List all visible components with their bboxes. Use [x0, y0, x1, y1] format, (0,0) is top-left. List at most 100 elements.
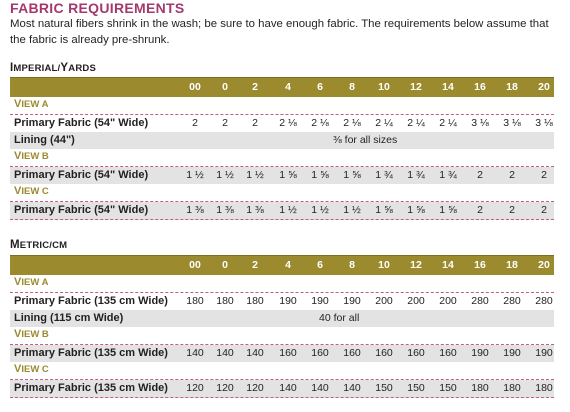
table-cell: 200	[439, 295, 457, 307]
size-header-cell: 10	[378, 81, 390, 93]
size-header-cell: 16	[474, 81, 486, 93]
table-cell: 180	[471, 382, 489, 394]
size-header-cell: 0	[222, 81, 228, 93]
size-header-cell: 6	[317, 81, 323, 93]
size-header-cell: 10	[378, 259, 390, 271]
row-label: Primary Fabric (135 cm Wide)	[14, 347, 168, 359]
imperial-view-a-row: VIEW A	[10, 97, 554, 115]
metric-b-primary-row: Primary Fabric (135 cm Wide) 140 140 140 16…	[10, 345, 554, 362]
table-cell: 2	[541, 169, 547, 181]
table-cell: 150	[407, 382, 425, 394]
size-header-cell: 8	[349, 81, 355, 93]
imperial-a-primary-row: Primary Fabric (54" Wide) 2 2 2 2 ⅛ 2 ⅛ 2 ⅛ 2 …	[10, 115, 554, 132]
row-label: Lining (115 cm Wide)	[14, 312, 124, 324]
size-header-cell: 18	[506, 81, 518, 93]
intro-text: Most natural fibers shrink in the wash; …	[10, 18, 549, 46]
size-header-cell: 20	[538, 259, 550, 271]
metric-heading-cap: M	[10, 239, 20, 251]
table-cell: 2	[222, 117, 228, 129]
size-header-cell: 6	[317, 259, 323, 271]
imperial-heading-rest2: ARDS	[68, 63, 96, 74]
table-cell: 120	[186, 382, 204, 394]
table-cell: 1 ⅜	[246, 204, 264, 216]
table-cell: 200	[375, 295, 393, 307]
table-cell: 1 ⅝	[279, 169, 297, 181]
table-cell: 1 ⅜	[216, 204, 234, 216]
table-cell: 160	[343, 347, 361, 359]
page-title: FABRIC REQUIREMENTS	[10, 0, 185, 16]
table-cell: 160	[279, 347, 297, 359]
imperial-a-lining-row: Lining (44") ⅜ for all sizes	[10, 132, 554, 149]
table-cell: 120	[216, 382, 234, 394]
metric-view-a-label: VIEW A	[14, 276, 49, 288]
table-cell: 150	[439, 382, 457, 394]
metric-heading: METRIC/CM	[10, 239, 67, 251]
table-cell: 2 ¼	[407, 117, 425, 129]
metric-view-c-label: VIEW C	[14, 363, 49, 375]
size-header-cell: 18	[506, 259, 518, 271]
table-cell: 2	[477, 169, 483, 181]
imperial-view-c-row: VIEW C	[10, 184, 554, 202]
table-cell: 180	[535, 382, 553, 394]
table-cell: 2 ⅛	[279, 117, 297, 129]
imperial-heading-cap2: Y	[60, 62, 69, 74]
imperial-heading: IMPERIAL/YARDS	[10, 62, 96, 74]
size-header-cell: 2	[252, 259, 258, 271]
table-cell: 2	[192, 117, 198, 129]
table-cell: 180	[246, 295, 264, 307]
row-label: Primary Fabric (54" Wide)	[14, 117, 149, 129]
table-cell: 1 ⅜	[186, 204, 204, 216]
metric-view-b-label: VIEW B	[14, 328, 49, 340]
imperial-heading-cap: I	[10, 62, 14, 74]
table-cell: 2	[477, 204, 483, 216]
table-cell: 280	[471, 295, 489, 307]
row-label: Primary Fabric (135 cm Wide)	[14, 382, 168, 394]
imperial-b-primary-row: Primary Fabric (54" Wide) 1 ½ 1 ½ 1 ½ 1 ⅝ 1 …	[10, 167, 554, 184]
metric-a-primary-row: Primary Fabric (135 cm Wide) 180 180 180 19…	[10, 293, 554, 310]
size-header-cell: 12	[410, 259, 422, 271]
table-cell: 140	[311, 382, 329, 394]
size-header-cell: 00	[189, 259, 201, 271]
table-cell: 1 ⅝	[375, 204, 393, 216]
imperial-view-b-row: VIEW B	[10, 149, 554, 167]
row-label: Lining (44")	[14, 134, 75, 146]
table-cell: 1 ⅝	[439, 204, 457, 216]
table-cell: 1 ½	[246, 169, 264, 181]
metric-c-primary-row: Primary Fabric (135 cm Wide) 120 120 120 14…	[10, 380, 554, 398]
table-cell: 190	[471, 347, 489, 359]
table-cell: 160	[439, 347, 457, 359]
table-cell: 1 ½	[343, 204, 361, 216]
table-cell: 2 ¼	[375, 117, 393, 129]
size-header-cell: 20	[538, 81, 550, 93]
table-cell: 1 ⅝	[311, 169, 329, 181]
size-header-cell: 14	[442, 259, 454, 271]
imperial-size-header: 00 0 2 4 6 8 10 12 14 16 18 20	[10, 77, 554, 97]
table-cell: 140	[186, 347, 204, 359]
row-label: Primary Fabric (54" Wide)	[14, 169, 149, 181]
row-label: Primary Fabric (54" Wide)	[14, 204, 149, 216]
table-cell: 1 ½	[216, 169, 234, 181]
table-cell: 2 ⅛	[343, 117, 361, 129]
table-cell: 180	[186, 295, 204, 307]
table-cell: 1 ½	[311, 204, 329, 216]
table-cell: 2	[509, 204, 515, 216]
table-cell: 190	[535, 347, 553, 359]
size-header-cell: 0	[222, 259, 228, 271]
size-header-cell: 12	[410, 81, 422, 93]
metric-heading-rest: ETRIC/CM	[19, 240, 68, 251]
table-cell: 1 ¾	[439, 169, 457, 181]
table-cell: 160	[407, 347, 425, 359]
table-cell: 3 ⅛	[535, 117, 553, 129]
table-cell: 140	[279, 382, 297, 394]
table-cell: 2	[541, 204, 547, 216]
metric-view-c-row: VIEW C	[10, 362, 554, 380]
table-cell: 1 ¾	[407, 169, 425, 181]
imperial-view-a-label: VIEW A	[14, 98, 49, 110]
size-header-cell: 8	[349, 259, 355, 271]
size-header-cell: 00	[189, 81, 201, 93]
table-cell: 200	[407, 295, 425, 307]
table-cell: 1 ½	[279, 204, 297, 216]
metric-view-a-row: VIEW A	[10, 275, 554, 293]
metric-table: 00 0 2 4 6 8 10 12 14 16 18 20 VIEW A Primary Fabri…	[10, 255, 554, 398]
metric-size-header: 00 0 2 4 6 8 10 12 14 16 18 20	[10, 255, 554, 275]
